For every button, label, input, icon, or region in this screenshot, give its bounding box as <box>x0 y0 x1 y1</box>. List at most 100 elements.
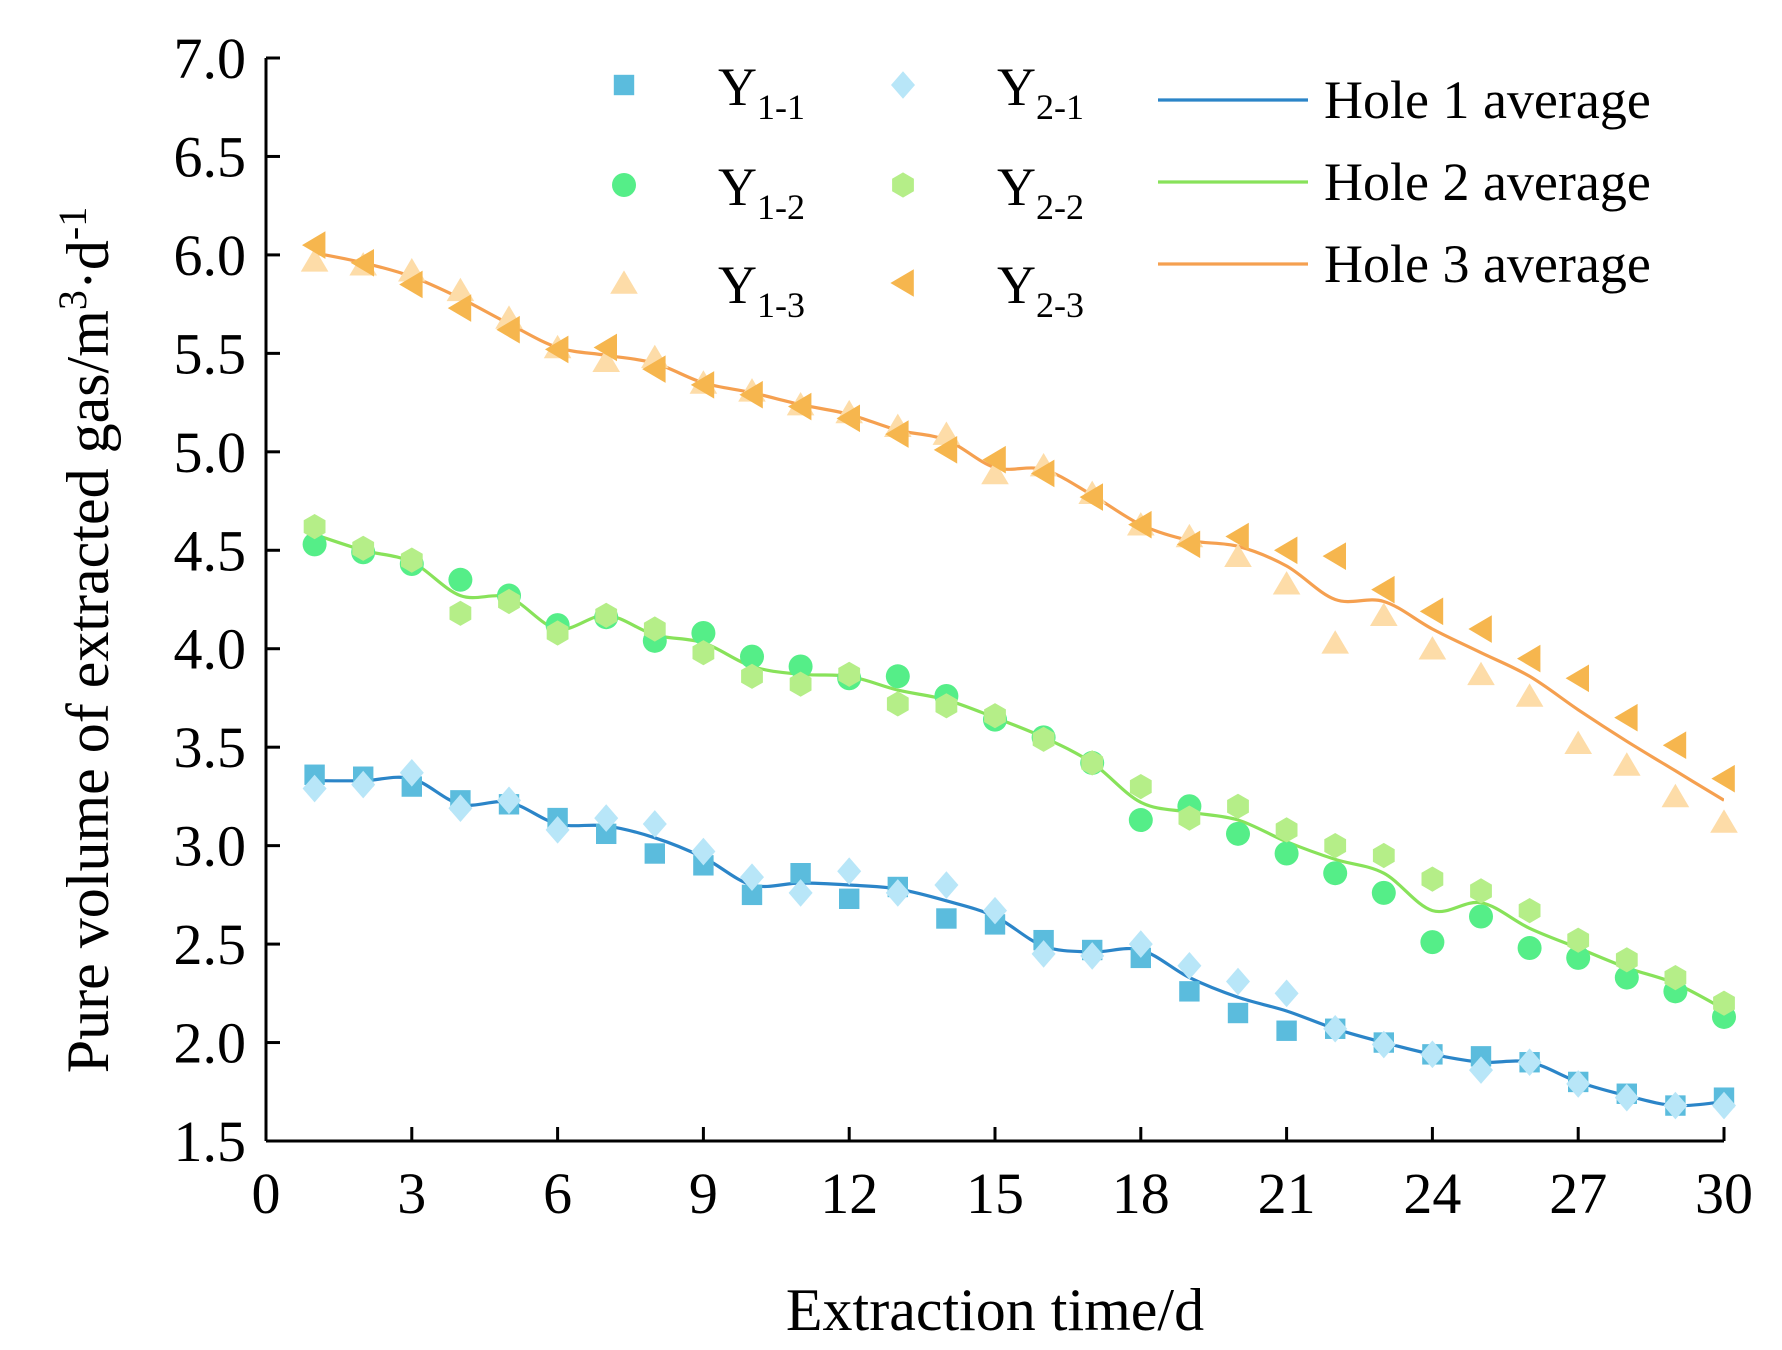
point-y21 <box>448 794 473 823</box>
point-y22 <box>352 535 375 561</box>
y-tick-label: 1.5 <box>174 1109 247 1174</box>
point-y13 <box>1224 543 1252 567</box>
legend-label-sub: 1-2 <box>757 187 805 227</box>
point-y23 <box>1419 597 1444 626</box>
point-y22 <box>1081 750 1104 776</box>
y-tick-label: 4.0 <box>174 617 247 682</box>
point-y23 <box>885 420 909 448</box>
point-y22 <box>1518 898 1541 924</box>
point-y21 <box>1712 1091 1736 1120</box>
point-y22 <box>498 588 520 615</box>
point-y13 <box>1418 636 1447 660</box>
point-y13 <box>1613 752 1641 776</box>
x-tick-label: 30 <box>1695 1161 1753 1226</box>
legend-label-y23: Y2-3 <box>997 255 1084 325</box>
point-y12 <box>691 620 716 645</box>
point-y12 <box>302 532 327 557</box>
point-y13 <box>1272 571 1301 595</box>
legend-label-main: Y <box>997 57 1036 117</box>
svg-text:Pure volume of extracted gas/m: Pure volume of extracted gas/m3·d-1 <box>50 207 122 1073</box>
point-y23 <box>496 315 520 344</box>
legend-marker-y11 <box>613 74 635 96</box>
point-y13 <box>592 348 620 373</box>
point-y22 <box>984 703 1006 729</box>
axes: 0 3 6 9 12 15 18 21 24 27 30 1.5 2.0 2.5 3.0 3.5 4.0 4.5 5… <box>174 26 1754 1226</box>
point-y11 <box>1179 981 1200 1002</box>
point-y23 <box>739 380 763 409</box>
legend-label-h3: Hole 3 average <box>1324 234 1651 294</box>
point-y22 <box>1664 965 1687 991</box>
point-y22 <box>692 640 715 666</box>
point-y23 <box>1079 483 1103 511</box>
point-y23 <box>1128 510 1152 539</box>
point-y23 <box>690 371 715 399</box>
point-y13 <box>1515 683 1544 707</box>
point-y22 <box>1032 726 1055 752</box>
point-y22 <box>1275 817 1298 843</box>
point-y23 <box>1711 764 1735 793</box>
point-y12 <box>740 644 764 669</box>
x-tick-label: 0 <box>252 1161 281 1226</box>
point-y12 <box>1274 841 1299 866</box>
point-y12 <box>1566 945 1591 970</box>
point-y23 <box>836 404 860 433</box>
point-y21 <box>788 879 813 907</box>
y-tick-label: 4.5 <box>174 518 247 583</box>
point-y21 <box>1128 930 1153 958</box>
legend-marker-y23 <box>890 269 914 297</box>
point-y22 <box>595 602 618 628</box>
point-y23 <box>788 392 812 421</box>
y-tick-label: 2.5 <box>174 912 247 977</box>
point-y21 <box>594 804 619 832</box>
point-y22 <box>886 691 909 717</box>
point-y11 <box>1276 1020 1297 1041</box>
x-tick-label: 9 <box>689 1161 718 1226</box>
point-y13 <box>1370 602 1398 627</box>
y-axis-title: Pure volume of extracted gas/m3·d-1 <box>50 207 122 1073</box>
legend-marker-y21 <box>891 71 915 99</box>
point-y21 <box>497 786 521 815</box>
x-axis-title: Extraction time/d <box>786 1277 1204 1343</box>
point-y13 <box>1661 783 1690 808</box>
y-axis-title-sup2: -1 <box>50 207 95 240</box>
point-y23 <box>1274 536 1298 565</box>
legend-label-sub: 2-2 <box>1036 187 1084 227</box>
x-tick-label: 27 <box>1549 1161 1607 1226</box>
x-tick-label: 15 <box>966 1161 1024 1226</box>
legend-label-main: Y <box>997 157 1036 217</box>
legend-label-main: Y <box>718 57 757 117</box>
point-y11 <box>936 908 957 929</box>
x-tick-label: 6 <box>543 1161 572 1226</box>
point-y23 <box>1614 703 1638 732</box>
legend-label-main: Y <box>718 157 757 217</box>
point-y12 <box>885 664 910 689</box>
point-y13 <box>1710 809 1738 833</box>
point-y21 <box>1080 942 1105 970</box>
point-y22 <box>1372 842 1395 869</box>
point-y13 <box>1321 630 1349 654</box>
point-y22 <box>1324 833 1347 859</box>
point-y11 <box>790 863 811 884</box>
legend-label-sub: 1-3 <box>757 285 805 325</box>
point-y22 <box>838 661 861 687</box>
y-axis-title-main: Pure volume of extracted gas/m <box>55 310 121 1073</box>
legend-label-y12: Y1-2 <box>718 157 805 227</box>
line-h3 <box>314 251 1724 802</box>
point-y22 <box>1129 774 1152 800</box>
point-y23 <box>399 270 423 299</box>
point-y12 <box>1614 965 1639 990</box>
legend-label-sub: 2-1 <box>1036 87 1084 127</box>
point-y22 <box>303 514 326 540</box>
point-y23 <box>1565 664 1589 693</box>
point-y12 <box>1517 936 1542 961</box>
point-y23 <box>933 436 958 464</box>
point-y12 <box>1323 861 1348 886</box>
x-tick-label: 12 <box>820 1161 878 1226</box>
point-y21 <box>1323 1014 1348 1043</box>
point-y11 <box>596 823 617 845</box>
line-h2 <box>314 532 1724 1011</box>
scatter-points <box>300 231 1738 1120</box>
point-y12 <box>1420 930 1445 955</box>
y-tick-label: 2.0 <box>174 1011 247 1076</box>
point-y23 <box>982 445 1006 474</box>
